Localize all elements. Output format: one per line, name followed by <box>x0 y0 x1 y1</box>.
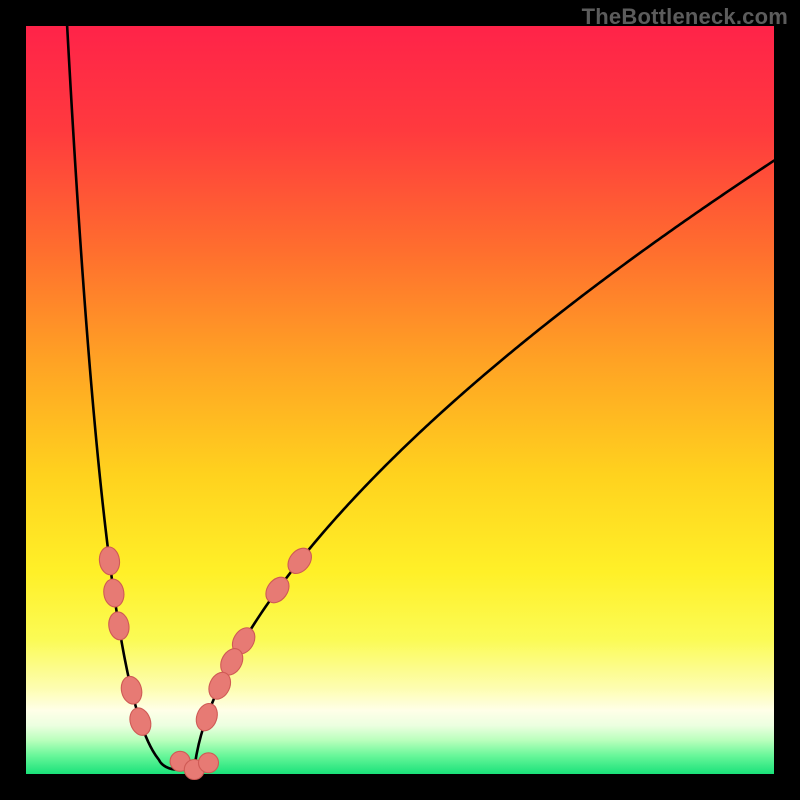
bottleneck-chart <box>0 0 800 800</box>
curve-bottom-marker <box>199 753 219 773</box>
chart-stage: TheBottleneck.com <box>0 0 800 800</box>
gradient-plot <box>26 26 774 774</box>
